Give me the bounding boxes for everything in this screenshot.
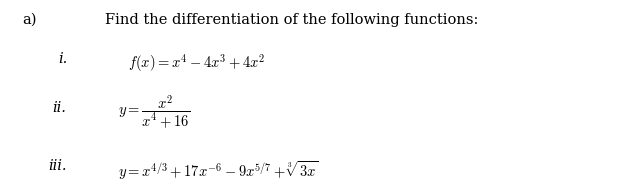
Text: $f(x) = x^4 - 4x^3 + 4x^2$: $f(x) = x^4 - 4x^3 + 4x^2$ — [128, 52, 266, 74]
Text: $y = x^{4/3} + 17x^{-6} - 9x^{5/7} + \sqrt[3]{3x}$: $y = x^{4/3} + 17x^{-6} - 9x^{5/7} + \sq… — [118, 159, 319, 182]
Text: $y = \dfrac{x^2}{x^4+16}$: $y = \dfrac{x^2}{x^4+16}$ — [118, 94, 190, 131]
Text: a): a) — [22, 13, 37, 27]
Text: i.: i. — [58, 52, 68, 66]
Text: Find the differentiation of the following functions:: Find the differentiation of the followin… — [105, 13, 478, 27]
Text: ii.: ii. — [52, 101, 66, 115]
Text: iii.: iii. — [48, 159, 66, 173]
